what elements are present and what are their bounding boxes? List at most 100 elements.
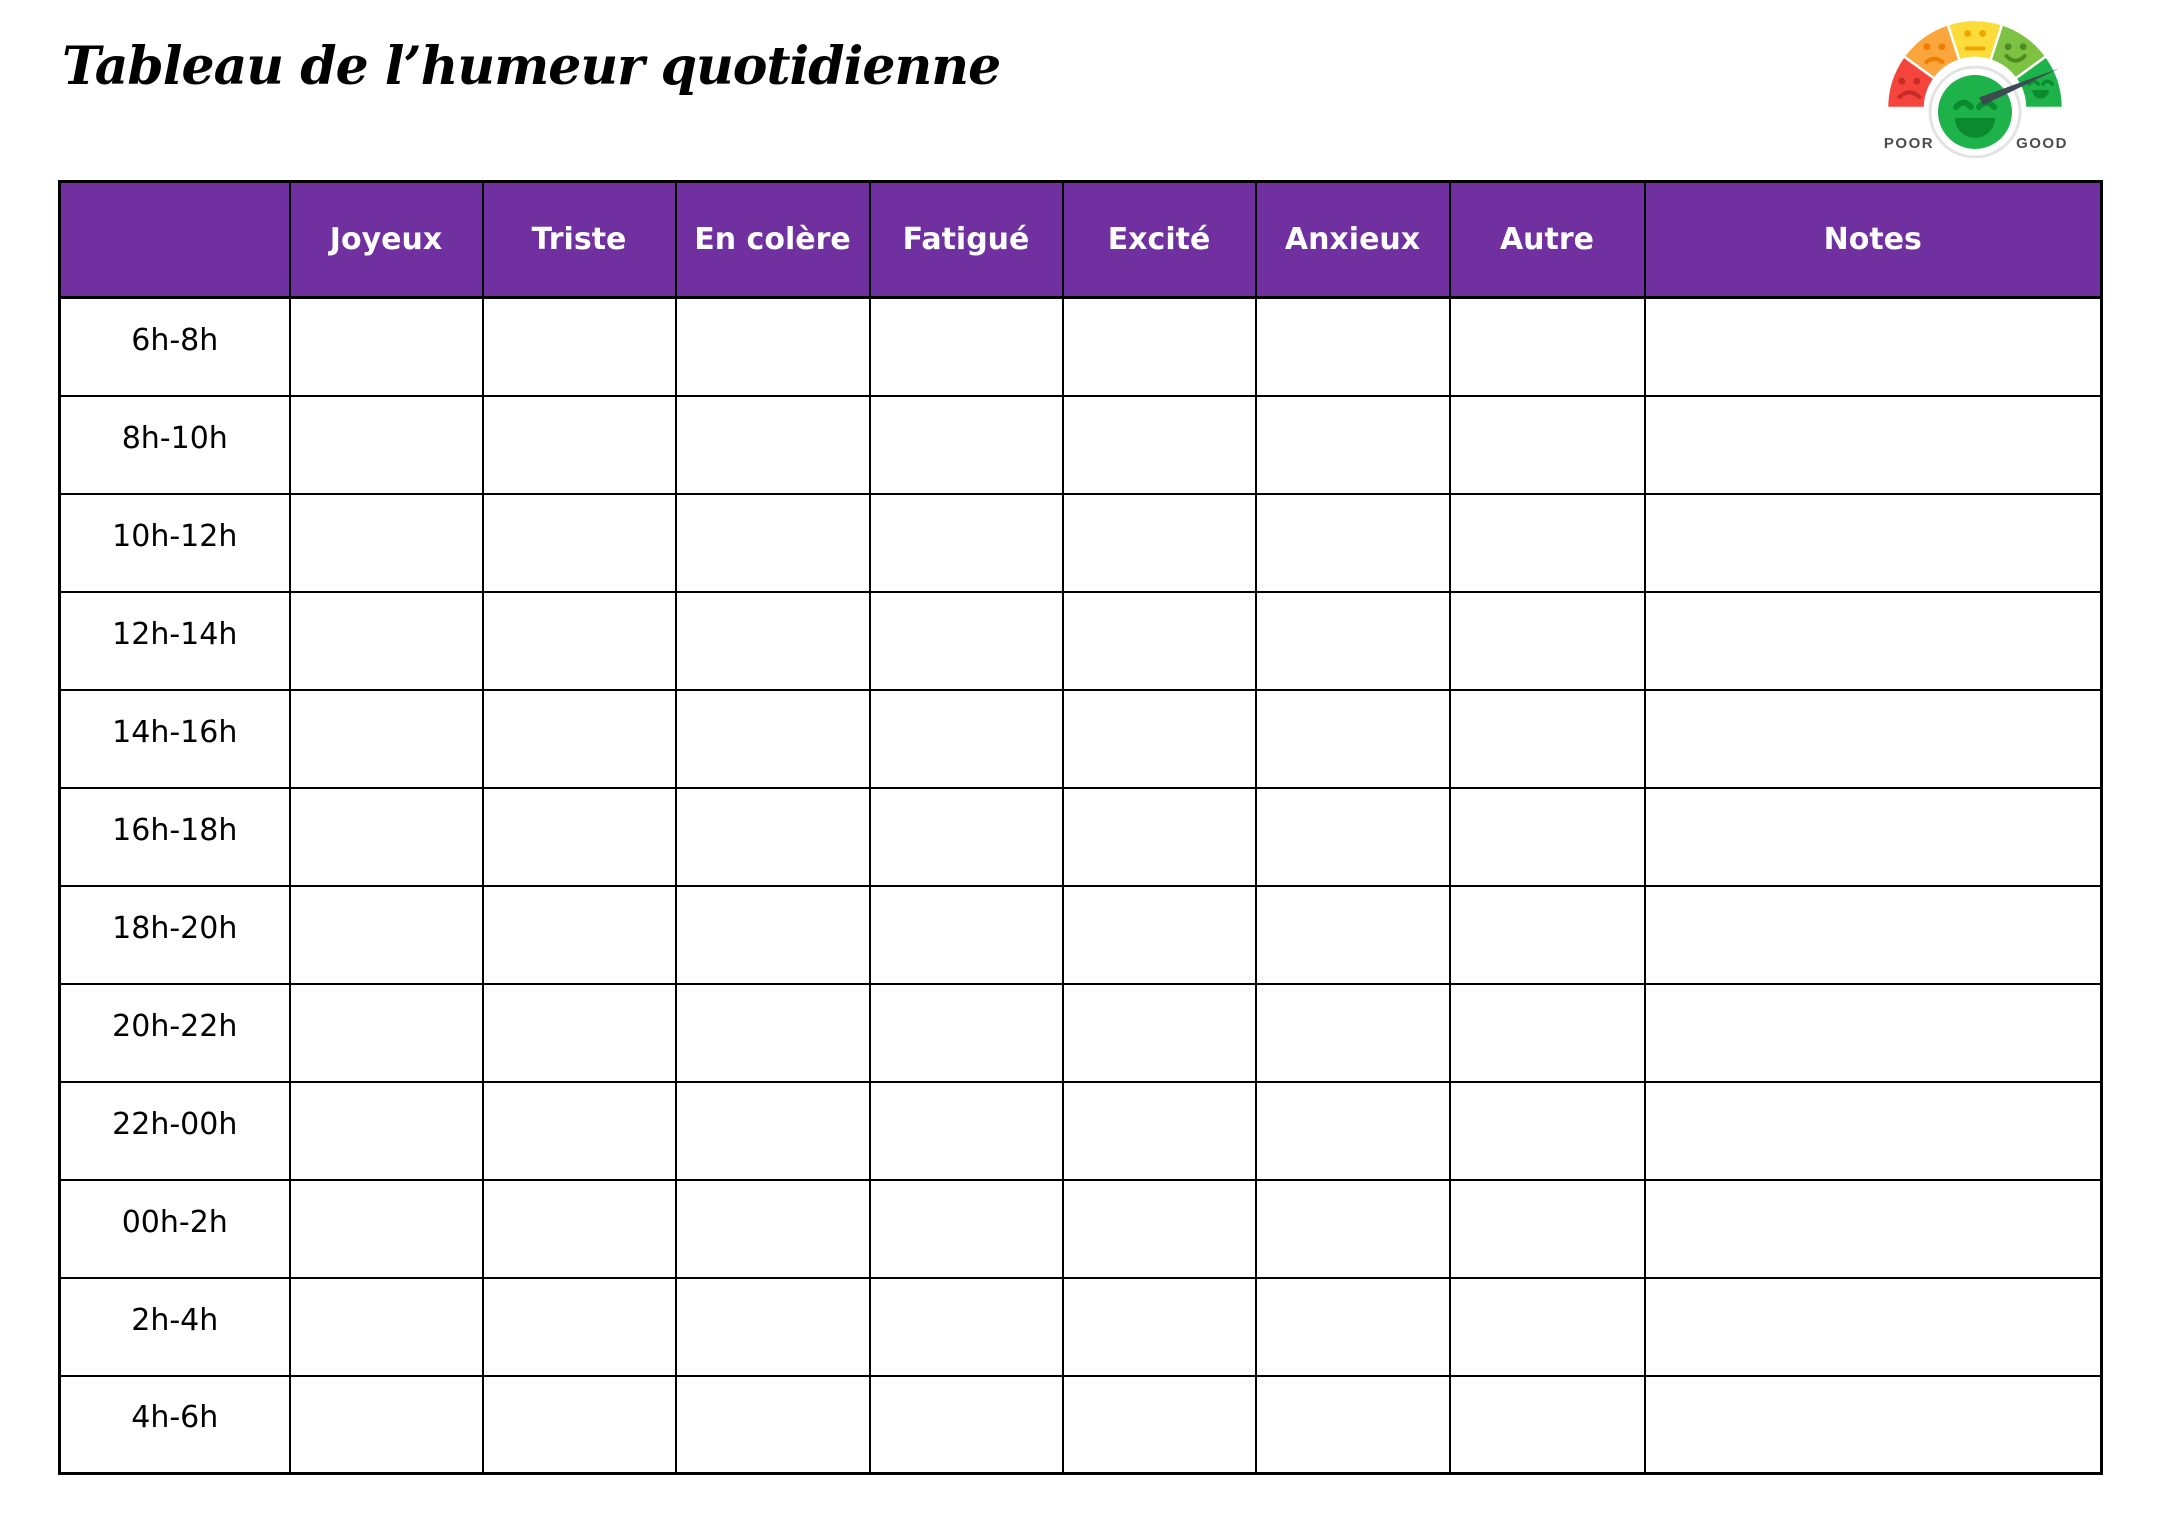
mood-cell bbox=[1448, 1178, 1646, 1279]
center-mood-face bbox=[1928, 65, 2022, 158]
mood-cell bbox=[674, 296, 871, 397]
center-mouth bbox=[1955, 118, 1995, 138]
mood-cell bbox=[868, 982, 1064, 1083]
neutral-face-icon bbox=[1964, 30, 1986, 51]
mood-cell bbox=[868, 688, 1064, 789]
mood-cell bbox=[1254, 296, 1451, 397]
mood-cell bbox=[1254, 492, 1451, 593]
mood-cell bbox=[481, 1178, 677, 1279]
mood-cell bbox=[1448, 688, 1646, 789]
mood-cell bbox=[1448, 492, 1646, 593]
notes-cell bbox=[1643, 1276, 2103, 1377]
notes-cell bbox=[1643, 786, 2103, 887]
mood-cell bbox=[1448, 982, 1646, 1083]
time-slot-label: 14h-16h bbox=[58, 688, 291, 789]
header-row: Joyeux Triste En colère Fatigué Excité A… bbox=[58, 180, 2103, 299]
time-slot-label: 8h-10h bbox=[58, 394, 291, 495]
table-row: 12h-14h bbox=[58, 590, 2103, 691]
mood-cell bbox=[481, 786, 677, 887]
mood-cell bbox=[1448, 884, 1646, 985]
table-row: 4h-6h bbox=[58, 1374, 2103, 1475]
gauge-needle bbox=[1979, 68, 2059, 105]
mood-cell bbox=[1061, 1374, 1257, 1475]
mood-cell bbox=[1061, 786, 1257, 887]
notes-cell bbox=[1643, 688, 2103, 789]
gauge-poor-label: POOR bbox=[1884, 135, 1934, 152]
header-time-column bbox=[58, 180, 291, 299]
time-slot-label: 22h-00h bbox=[58, 1080, 291, 1181]
header-anxieux: Anxieux bbox=[1254, 180, 1451, 299]
mood-cell bbox=[288, 590, 484, 691]
time-slot-label: 10h-12h bbox=[58, 492, 291, 593]
mood-cell bbox=[868, 492, 1064, 593]
mood-cell bbox=[481, 982, 677, 1083]
time-slot-label: 6h-8h bbox=[58, 296, 291, 397]
mood-cell bbox=[1254, 1178, 1451, 1279]
table-row: 00h-2h bbox=[58, 1178, 2103, 1279]
mood-cell bbox=[288, 394, 484, 495]
mood-cell bbox=[1061, 884, 1257, 985]
table-row: 16h-18h bbox=[58, 786, 2103, 887]
mood-cell bbox=[1061, 296, 1257, 397]
table-row: 2h-4h bbox=[58, 1276, 2103, 1377]
mood-cell bbox=[288, 982, 484, 1083]
mood-cell bbox=[868, 884, 1064, 985]
mood-cell bbox=[674, 492, 871, 593]
mood-cell bbox=[1254, 982, 1451, 1083]
header-joyeux: Joyeux bbox=[288, 180, 484, 299]
mood-cell bbox=[481, 492, 677, 593]
mood-cell bbox=[1448, 590, 1646, 691]
mood-cell bbox=[288, 786, 484, 887]
mood-cell bbox=[1448, 1080, 1646, 1181]
mood-cell bbox=[481, 394, 677, 495]
mood-table-body: 6h-8h 8h-10h 10h-12h 12h-14h 14h-16h 16h-18h 1… bbox=[58, 296, 2103, 1475]
mood-cell bbox=[868, 1374, 1064, 1475]
mood-cell bbox=[674, 786, 871, 887]
mood-cell bbox=[1448, 1276, 1646, 1377]
mood-cell bbox=[674, 982, 871, 1083]
notes-cell bbox=[1643, 1080, 2103, 1181]
mood-cell bbox=[1061, 492, 1257, 593]
mood-cell bbox=[481, 1276, 677, 1377]
table-row: 10h-12h bbox=[58, 492, 2103, 593]
mood-cell bbox=[288, 1178, 484, 1279]
mood-cell bbox=[1254, 688, 1451, 789]
mood-cell bbox=[1254, 786, 1451, 887]
mood-cell bbox=[481, 296, 677, 397]
table-row: 18h-20h bbox=[58, 884, 2103, 985]
mood-cell bbox=[1061, 982, 1257, 1083]
mood-cell bbox=[674, 1374, 871, 1475]
header-notes: Notes bbox=[1643, 180, 2103, 299]
mood-cell bbox=[1448, 296, 1646, 397]
header-triste: Triste bbox=[481, 180, 677, 299]
time-slot-label: 00h-2h bbox=[58, 1178, 291, 1279]
mood-cell bbox=[288, 1080, 484, 1181]
time-slot-label: 16h-18h bbox=[58, 786, 291, 887]
mood-cell bbox=[481, 1080, 677, 1181]
mood-cell bbox=[1061, 394, 1257, 495]
mood-cell bbox=[674, 394, 871, 495]
notes-cell bbox=[1643, 394, 2103, 495]
mood-cell bbox=[481, 590, 677, 691]
smile-face-icon bbox=[2004, 43, 2027, 63]
mood-cell bbox=[1254, 1276, 1451, 1377]
time-slot-label: 12h-14h bbox=[58, 590, 291, 691]
table-row: 8h-10h bbox=[58, 394, 2103, 495]
mood-cell bbox=[1254, 1374, 1451, 1475]
mood-cell bbox=[674, 688, 871, 789]
mood-cell bbox=[674, 590, 871, 691]
header-fatigue: Fatigué bbox=[868, 180, 1064, 299]
mood-cell bbox=[868, 1276, 1064, 1377]
mood-cell bbox=[868, 296, 1064, 397]
time-slot-label: 18h-20h bbox=[58, 884, 291, 985]
header-en-colere: En colère bbox=[674, 180, 871, 299]
sad-face-icon bbox=[1923, 43, 1946, 64]
mood-cell bbox=[1061, 590, 1257, 691]
time-slot-label: 2h-4h bbox=[58, 1276, 291, 1377]
mood-cell bbox=[288, 492, 484, 593]
mood-cell bbox=[481, 688, 677, 789]
mood-cell bbox=[1254, 1080, 1451, 1181]
header-excite: Excité bbox=[1061, 180, 1257, 299]
center-left-eye bbox=[1953, 99, 1974, 110]
mood-cell bbox=[1448, 786, 1646, 887]
